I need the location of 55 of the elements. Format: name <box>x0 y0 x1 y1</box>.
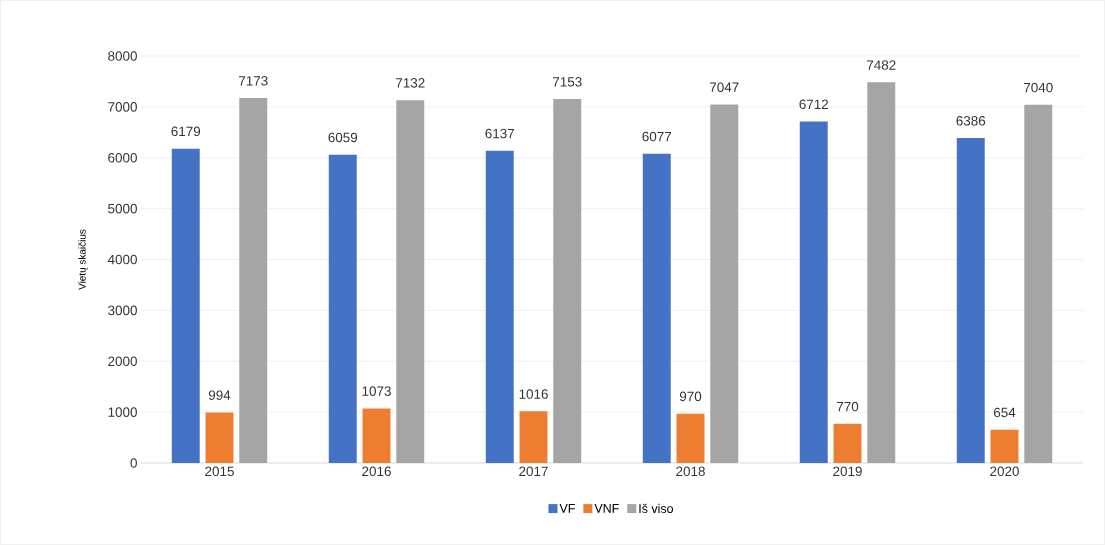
data-label: 1073 <box>362 386 391 396</box>
bar <box>485 150 514 463</box>
legend-label: Iš viso <box>639 503 674 513</box>
data-label: 994 <box>208 390 231 400</box>
data-label: 6137 <box>485 128 515 139</box>
y-tick-label: 3000 <box>108 305 137 316</box>
bar <box>833 423 862 463</box>
legend-label: VNF <box>594 504 619 513</box>
data-label: 7047 <box>709 82 739 92</box>
y-tick-label: 2000 <box>108 356 137 367</box>
bar <box>362 408 391 463</box>
data-label: 6059 <box>328 132 358 143</box>
bar <box>1024 104 1053 463</box>
bar <box>956 138 985 463</box>
data-label: 1016 <box>519 389 548 399</box>
bar <box>519 411 548 463</box>
bar <box>676 413 705 463</box>
y-axis-title: Vietų skaičius <box>78 229 88 290</box>
x-tick-label: 2017 <box>519 466 548 477</box>
y-tick-label: 0 <box>130 458 137 468</box>
x-tick-label: 2018 <box>676 466 705 477</box>
bar <box>799 121 828 463</box>
data-label: 6712 <box>799 99 829 109</box>
bar <box>205 412 234 463</box>
x-tick-label: 2019 <box>833 466 862 477</box>
data-label: 6077 <box>642 131 672 142</box>
x-tick-label: 2020 <box>990 466 1019 477</box>
data-label: 7040 <box>1023 82 1053 93</box>
y-tick-label: 7000 <box>108 102 137 112</box>
x-tick-label: 2016 <box>362 466 391 477</box>
y-tick-label: 1000 <box>108 407 137 417</box>
bar <box>990 429 1019 463</box>
data-label: 7482 <box>866 60 896 70</box>
data-label: 6179 <box>171 126 201 137</box>
bar <box>396 100 425 463</box>
bar <box>328 154 357 463</box>
bar <box>239 98 268 463</box>
bar <box>642 153 671 463</box>
bar <box>553 99 582 463</box>
y-tick-label: 4000 <box>107 254 137 265</box>
data-label: 7132 <box>395 78 425 88</box>
y-tick-label: 6000 <box>108 152 137 163</box>
data-label: 7173 <box>238 76 268 86</box>
y-tick-label: 5000 <box>108 203 137 214</box>
data-label: 6386 <box>956 116 986 126</box>
data-label: 970 <box>679 391 702 402</box>
bar <box>710 104 739 463</box>
x-tick-label: 2015 <box>205 466 234 477</box>
data-label: 654 <box>993 407 1016 418</box>
data-label: 770 <box>836 401 859 412</box>
bar <box>867 82 896 463</box>
bar <box>171 148 200 463</box>
data-label: 7153 <box>552 77 582 87</box>
y-tick-label: 8000 <box>108 51 137 61</box>
legend-label: VF <box>559 504 575 513</box>
